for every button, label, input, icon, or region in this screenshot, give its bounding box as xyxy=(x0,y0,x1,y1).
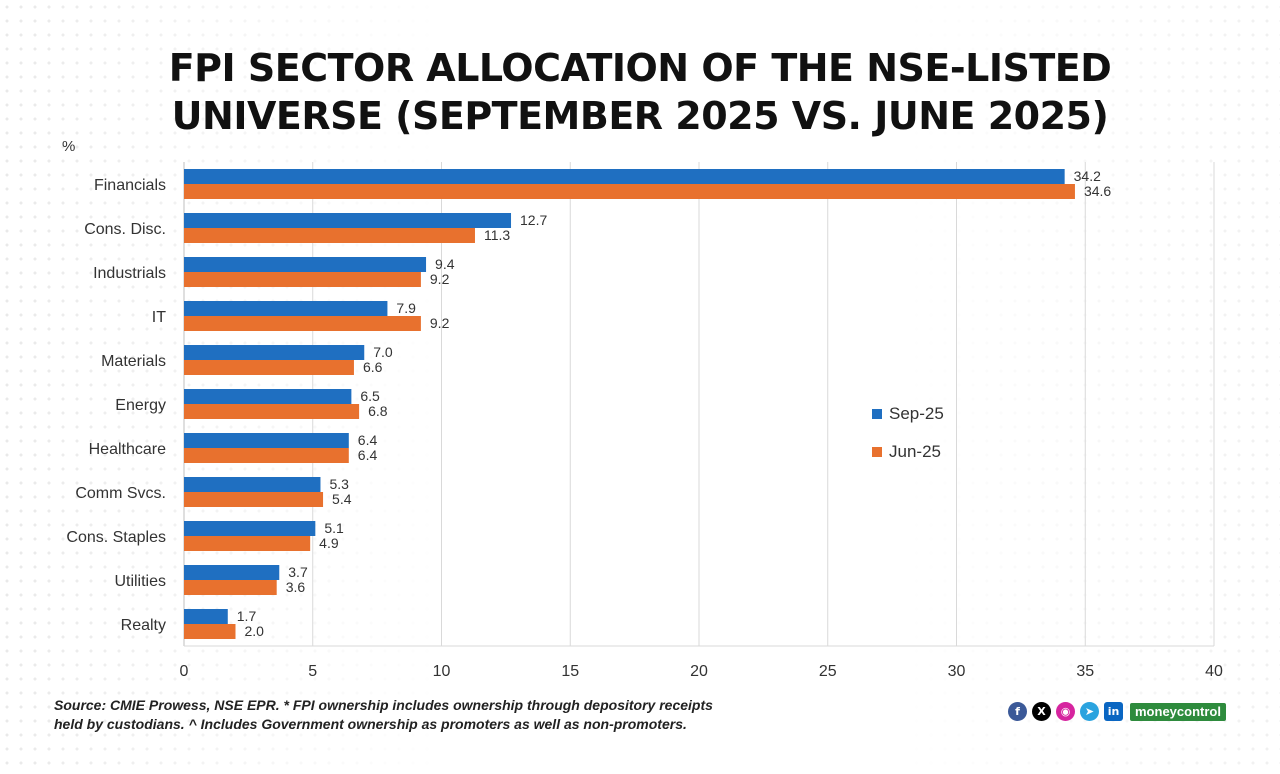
bar-jun-25 xyxy=(184,360,354,375)
data-label: 9.2 xyxy=(430,315,450,331)
data-label: 12.7 xyxy=(520,212,547,228)
footnote-line-1: Source: CMIE Prowess, NSE EPR. * FPI own… xyxy=(54,697,713,713)
bar-sep-25 xyxy=(184,521,316,536)
chart-title: FPI SECTOR ALLOCATION OF THE NSE-LISTED … xyxy=(0,44,1280,140)
data-label: 9.2 xyxy=(430,271,450,287)
data-label: 6.4 xyxy=(358,447,378,463)
data-label: 7.0 xyxy=(373,344,393,360)
bar-jun-25 xyxy=(184,448,349,463)
title-line-2: UNIVERSE (SEPTEMBER 2025 VS. JUNE 2025) xyxy=(171,94,1109,138)
x-tick-label: 30 xyxy=(948,663,966,680)
bar-sep-25 xyxy=(184,169,1065,184)
legend-swatch xyxy=(872,409,882,419)
chart-legend: Sep-25 Jun-25 xyxy=(872,404,944,462)
category-label: Realty xyxy=(121,617,166,634)
data-label: 1.7 xyxy=(237,608,257,624)
data-label: 2.0 xyxy=(245,623,265,639)
bar-jun-25 xyxy=(184,536,311,551)
footnote-line-2: held by custodians. ^ Includes Governmen… xyxy=(54,716,687,732)
data-label: 5.3 xyxy=(329,476,349,492)
category-label: Energy xyxy=(115,397,166,414)
bar-jun-25 xyxy=(184,404,360,419)
bar-jun-25 xyxy=(184,272,421,287)
category-label: IT xyxy=(152,309,166,326)
data-label: 3.6 xyxy=(286,579,306,595)
x-tick-label: 5 xyxy=(308,663,317,680)
x-tick-label: 0 xyxy=(180,663,189,680)
x-tick-label: 35 xyxy=(1076,663,1094,680)
category-label: Cons. Disc. xyxy=(84,221,166,238)
title-line-1: FPI SECTOR ALLOCATION OF THE NSE-LISTED xyxy=(168,46,1112,90)
x-tick-label: 25 xyxy=(819,663,837,680)
data-label: 3.7 xyxy=(288,564,308,580)
data-label: 9.4 xyxy=(435,256,455,272)
x-tick-label: 20 xyxy=(690,663,708,680)
data-label: 5.4 xyxy=(332,491,352,507)
bar-jun-25 xyxy=(184,228,475,243)
footnote: Source: CMIE Prowess, NSE EPR. * FPI own… xyxy=(54,696,713,734)
bar-sep-25 xyxy=(184,433,349,448)
category-label: Financials xyxy=(94,177,166,194)
legend-item: Sep-25 xyxy=(872,404,944,424)
category-label: Comm Svcs. xyxy=(75,485,166,502)
data-label: 4.9 xyxy=(319,535,339,551)
bar-sep-25 xyxy=(184,257,427,272)
category-label: Healthcare xyxy=(89,441,166,458)
data-label: 6.8 xyxy=(368,403,388,419)
x-tick-label: 40 xyxy=(1205,663,1223,680)
bar-sep-25 xyxy=(184,565,280,580)
data-label: 6.6 xyxy=(363,359,383,375)
data-label: 5.1 xyxy=(324,520,344,536)
legend-item: Jun-25 xyxy=(872,442,944,462)
legend-swatch xyxy=(872,447,882,457)
bar-jun-25 xyxy=(184,316,421,331)
bar-jun-25 xyxy=(184,580,277,595)
bar-sep-25 xyxy=(184,609,228,624)
bar-jun-25 xyxy=(184,184,1075,199)
unit-label: % xyxy=(62,138,76,155)
bar-sep-25 xyxy=(184,301,388,316)
category-label: Materials xyxy=(101,353,166,370)
data-label: 34.6 xyxy=(1084,183,1111,199)
bar-jun-25 xyxy=(184,624,236,639)
data-label: 11.3 xyxy=(484,227,510,243)
bar-jun-25 xyxy=(184,492,324,507)
category-label: Industrials xyxy=(93,265,166,282)
x-tick-label: 15 xyxy=(561,663,579,680)
x-icon[interactable]: X xyxy=(1032,702,1051,721)
legend-label: Sep-25 xyxy=(889,404,944,423)
bar-sep-25 xyxy=(184,477,321,492)
x-tick-label: 10 xyxy=(433,663,451,680)
linkedin-icon[interactable]: in xyxy=(1104,702,1123,721)
data-label: 6.5 xyxy=(360,388,380,404)
moneycontrol-logo[interactable]: moneycontrol xyxy=(1130,702,1226,721)
data-label: 7.9 xyxy=(396,300,416,316)
bar-sep-25 xyxy=(184,345,365,360)
bar-sep-25 xyxy=(184,389,352,404)
category-label: Utilities xyxy=(114,573,166,590)
facebook-icon[interactable]: f xyxy=(1008,702,1027,721)
data-label: 6.4 xyxy=(358,432,378,448)
bar-sep-25 xyxy=(184,213,512,228)
telegram-icon[interactable]: ➤ xyxy=(1080,702,1099,721)
legend-label: Jun-25 xyxy=(889,442,941,461)
data-label: 34.2 xyxy=(1074,168,1101,184)
category-label: Cons. Staples xyxy=(66,529,166,546)
branding-bar: f X ◉ ➤ in moneycontrol xyxy=(1008,702,1226,721)
instagram-icon[interactable]: ◉ xyxy=(1056,702,1075,721)
